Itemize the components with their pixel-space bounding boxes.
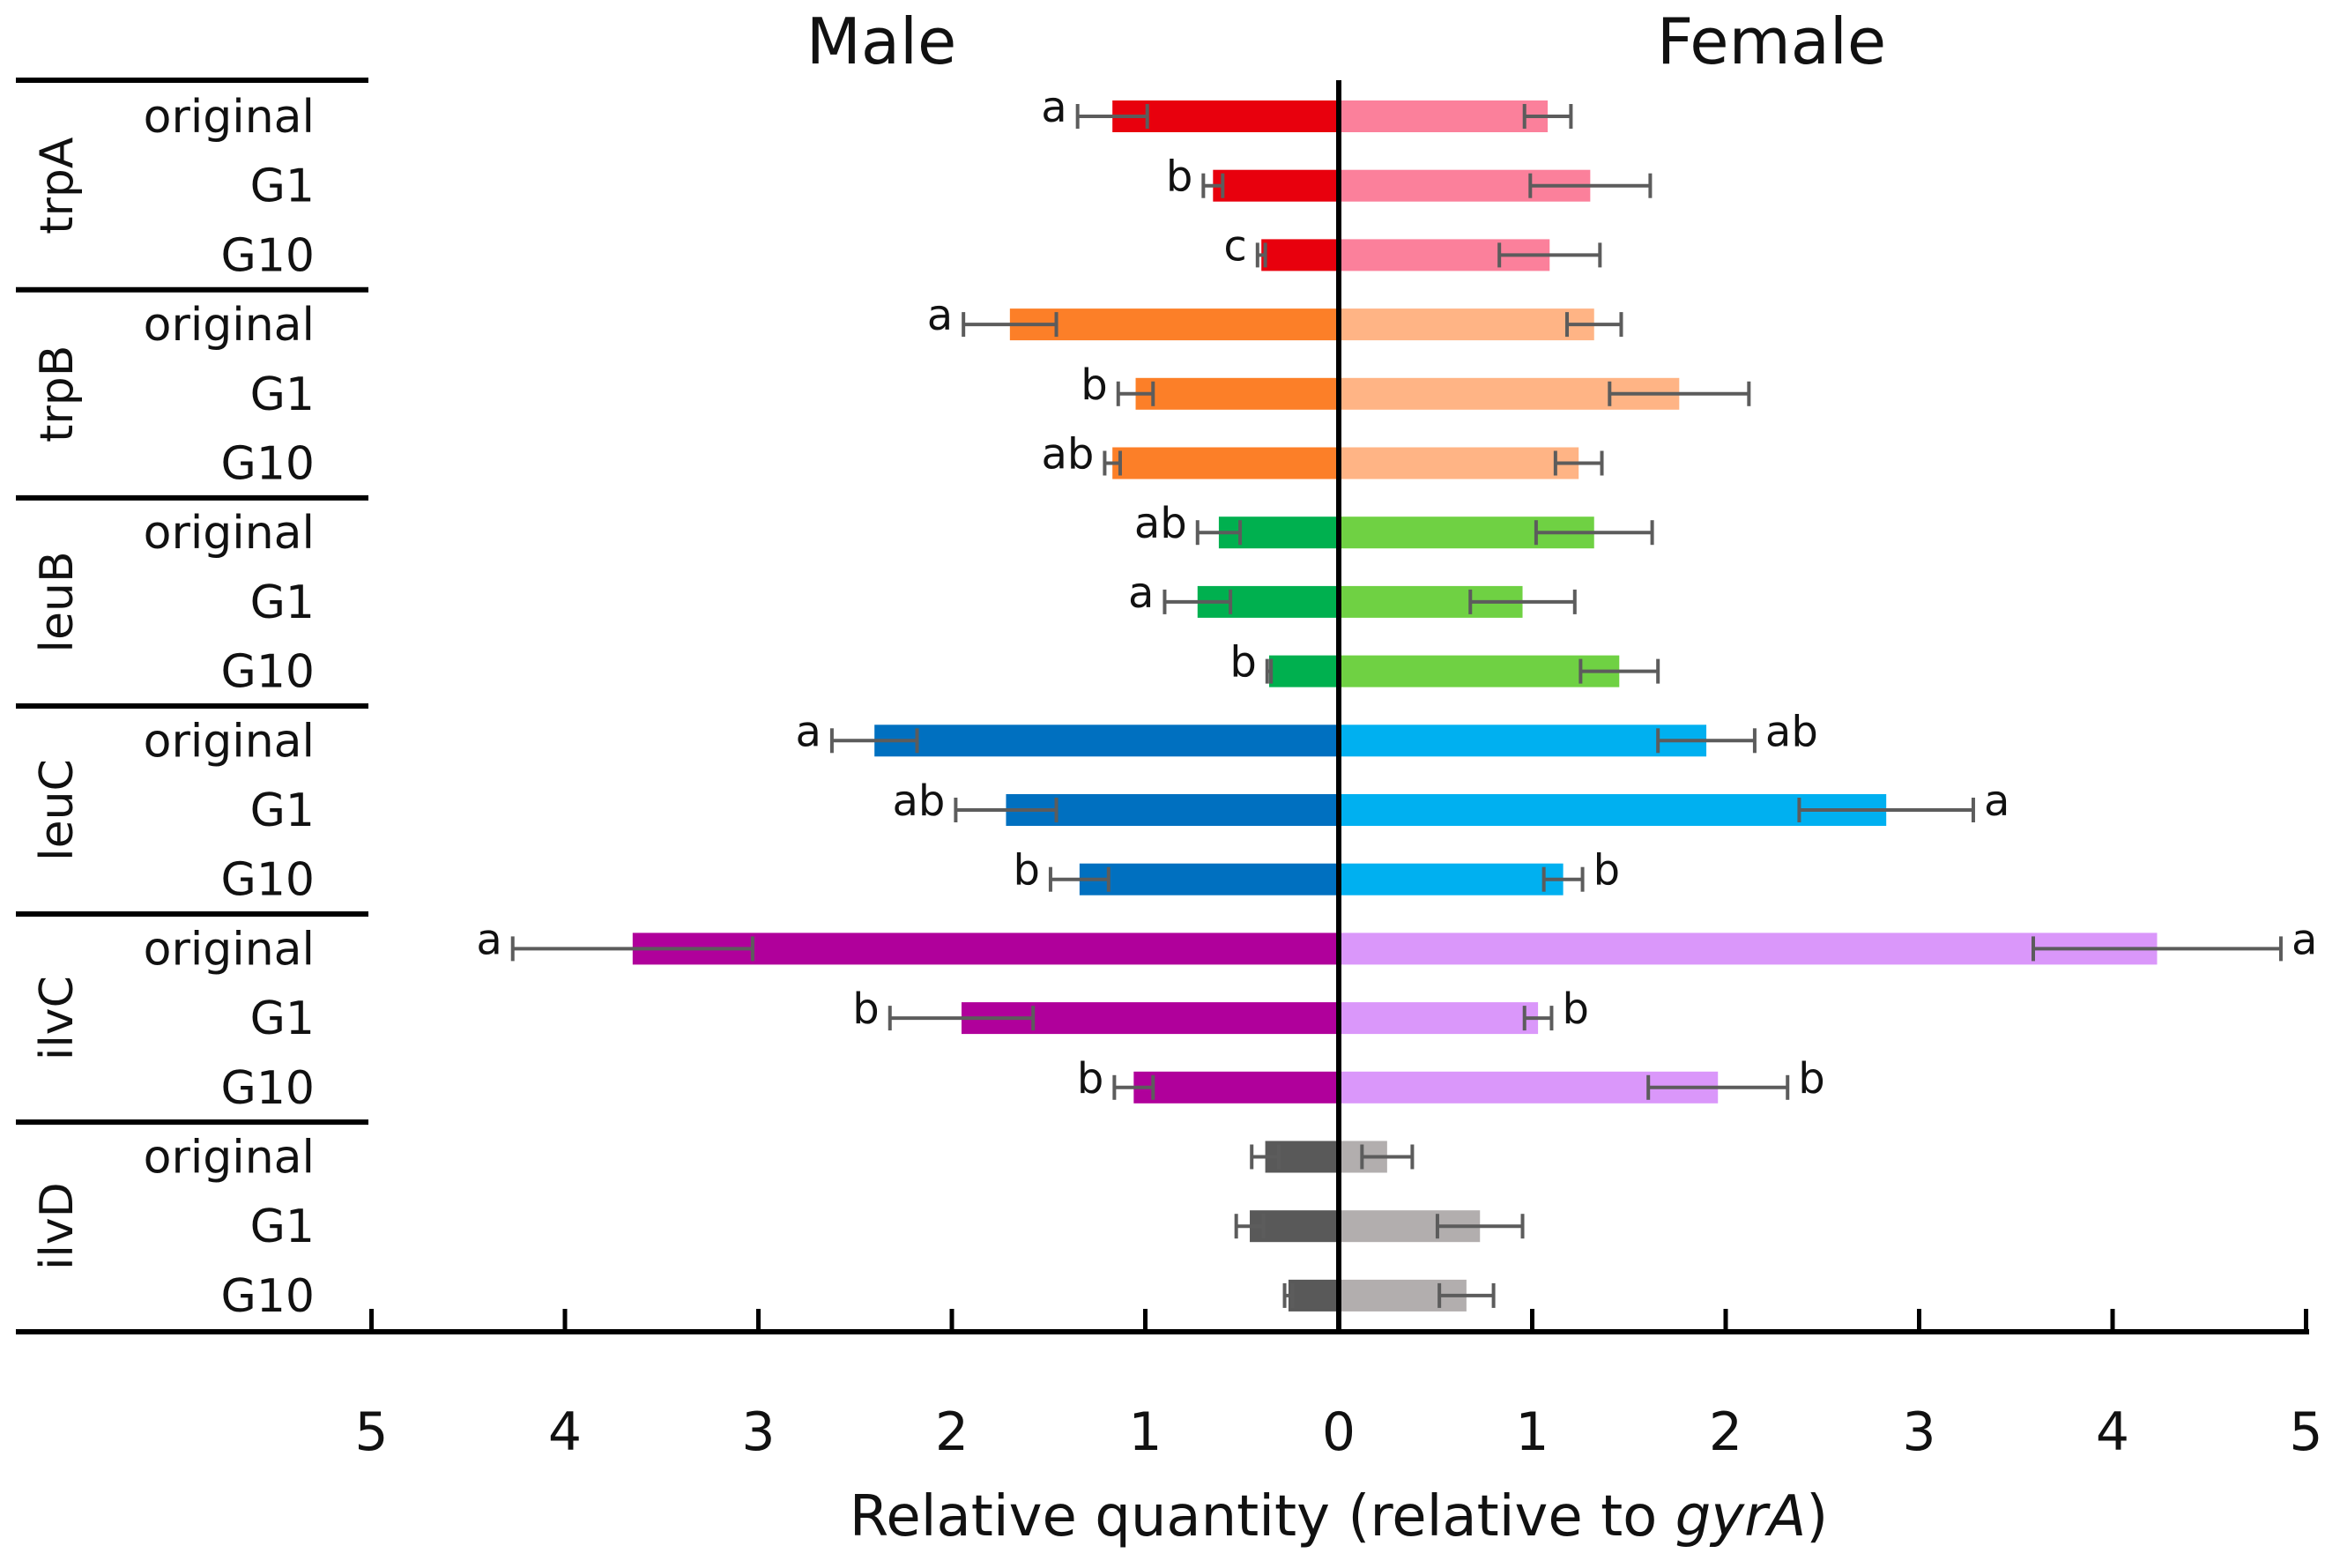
male-bar-leuB-G10 [1268,655,1339,687]
gene-label-ilvC: ilvC [31,976,84,1060]
male-significance-letter: c [1223,221,1246,271]
male-significance-letter: b [1166,152,1192,202]
condition-label: G10 [221,854,315,907]
male-bar-ilvD-G10 [1288,1279,1339,1312]
male-significance-letter: b [1077,1054,1103,1104]
condition-label: original [144,715,315,768]
male-significance-letter: b [1229,638,1256,687]
gene-label-trpA: trpA [31,137,84,234]
male-significance-letter: a [476,915,501,964]
female-bar-leuC-G1 [1339,794,1887,826]
x-tick-label: 2 [935,1401,969,1463]
female-bar-trpB-G10 [1339,447,1579,479]
condition-label: G10 [221,438,315,491]
condition-label: G1 [250,576,315,629]
male-bar-trpA-original [1112,100,1339,132]
gene-label-trpB: trpB [31,346,84,442]
gene-label-ilvD: ilvD [31,1182,84,1270]
x-tick-label: 3 [1902,1401,1935,1463]
condition-label: original [144,299,315,352]
male-significance-letter: b [1013,846,1039,895]
x-tick-label: 1 [1515,1401,1549,1463]
row-labels-layer: trpA original G1 G10 trpB original G1 G10 leuB or… [16,78,368,1323]
x-tick-label: 4 [548,1401,582,1463]
male-significance-letter: ab [892,777,945,826]
male-bar-trpA-G10 [1261,239,1339,271]
condition-label: G10 [221,229,315,282]
male-bar-trpB-G10 [1112,447,1339,479]
male-bar-trpB-G1 [1135,377,1339,410]
gene-label-leuB: leuB [31,551,84,652]
x-tick-label: 2 [1709,1401,1742,1463]
condition-label: G1 [250,160,315,213]
x-axis-title-gene: gyrA [1675,1484,1807,1549]
condition-label: G1 [250,1200,315,1253]
x-tick-label: 4 [2096,1401,2129,1463]
condition-label: G10 [221,1270,315,1323]
x-axis-title-suffix: ) [1806,1484,1828,1549]
male-significance-letter: a [1041,83,1066,132]
male-bar-trpA-G1 [1213,169,1339,202]
female-significance-letter: a [2292,915,2317,964]
female-significance-letter: b [1593,846,1620,895]
female-bar-leuC-original [1339,725,1707,757]
female-bar-trpA-original [1339,100,1549,132]
condition-label: G1 [250,784,315,837]
condition-label: G10 [221,1062,315,1115]
female-bar-ilvC-original [1339,933,2158,965]
condition-label: original [144,923,315,976]
female-bar-leuC-G10 [1339,863,1564,895]
male-bar-trpB-original [1009,308,1339,341]
male-significance-letter: b [852,985,879,1034]
x-tick-label: 5 [2289,1401,2322,1463]
condition-label: original [144,1132,315,1185]
female-bar-leuB-G10 [1339,655,1620,687]
male-significance-letter: b [1081,360,1107,410]
female-bar-trpB-original [1339,308,1594,341]
condition-label: G10 [221,646,315,699]
male-significance-letter: a [927,291,953,340]
male-bar-leuC-G1 [1006,794,1339,826]
gene-label-leuC: leuC [31,759,84,861]
female-significance-letter: a [1984,777,2009,826]
female-bar-ilvC-G1 [1339,1002,1539,1035]
male-bar-ilvC-G10 [1133,1071,1339,1104]
male-significance-letter: a [1128,568,1154,618]
condition-label: original [144,91,315,144]
male-significance-letter: ab [1134,499,1187,548]
female-significance-letter: b [1798,1054,1824,1104]
female-significance-letter: b [1562,985,1588,1034]
female-significance-letter: ab [1765,707,1818,756]
male-significance-letter: ab [1042,430,1095,479]
x-tick-label: 5 [354,1401,388,1463]
x-axis-title: Relative quantity (relative to gyrA) [850,1484,1828,1549]
condition-label: G1 [250,368,315,421]
x-axis: 5 4 3 2 1 0 1 2 3 4 5 [16,80,2323,1463]
male-bar-leuC-G10 [1079,863,1339,895]
condition-label: original [144,507,315,560]
x-tick-label: 3 [741,1401,775,1463]
male-bar-leuC-original [874,725,1339,757]
female-panel-title: Female [1657,4,1886,78]
male-significance-letter: a [795,707,821,756]
male-panel-title: Male [806,4,957,78]
x-tick-label: 0 [1322,1401,1356,1463]
condition-label: G1 [250,992,315,1045]
x-tick-label: 1 [1128,1401,1162,1463]
x-axis-title-prefix: Relative quantity (relative to [850,1484,1675,1549]
